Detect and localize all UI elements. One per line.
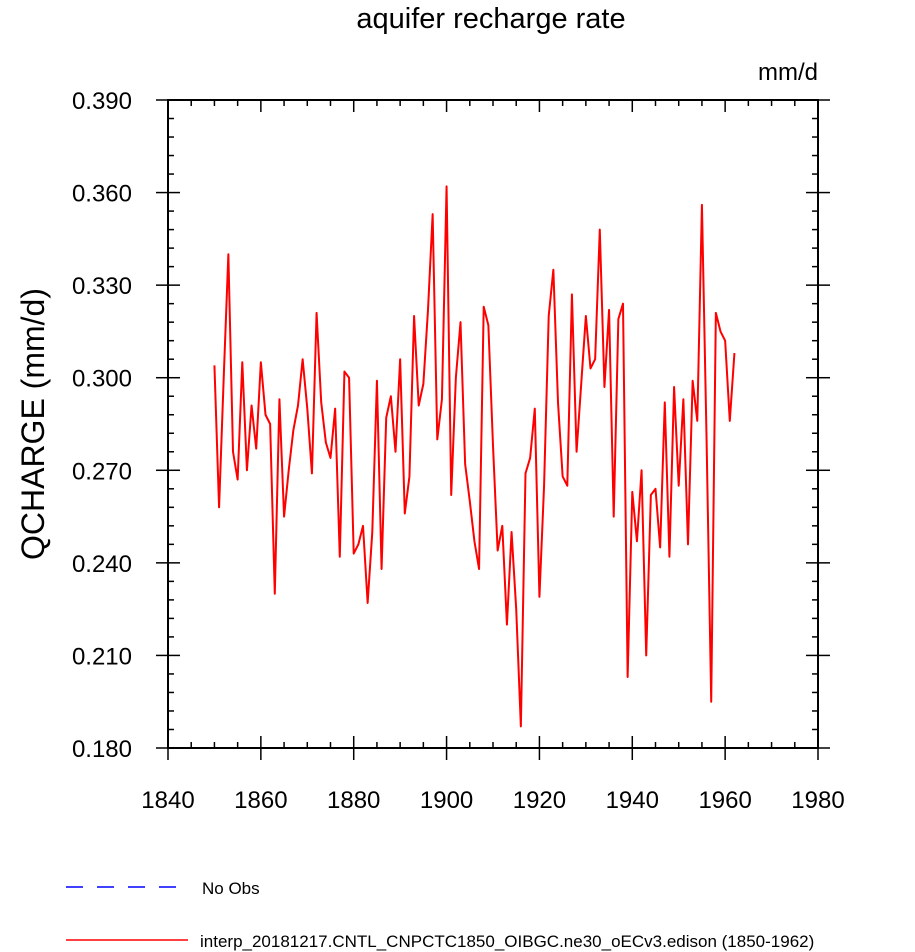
y-tick-label: 0.390 bbox=[72, 88, 132, 115]
x-tick-label: 1860 bbox=[234, 787, 287, 814]
series-line-qcharge bbox=[213, 185, 736, 728]
x-tick-label: 1940 bbox=[606, 787, 659, 814]
x-tick-label: 1900 bbox=[420, 787, 473, 814]
chart-title: aquifer recharge rate bbox=[356, 3, 625, 35]
legend-label-no-obs: No Obs bbox=[202, 879, 260, 898]
y-axis: 0.180 0.210 0.240 0.270 0.300 0.330 0.360 0.390 bbox=[72, 88, 830, 763]
x-axis: 1840 1860 1880 1900 1920 1940 1960 1980 bbox=[141, 100, 845, 814]
x-tick-label: 1840 bbox=[141, 787, 194, 814]
legend-label-model: interp_20181217.CNTL_CNPCTC1850_OIBGC.ne… bbox=[200, 932, 814, 951]
units-label: mm/d bbox=[758, 59, 818, 86]
x-tick-label: 1880 bbox=[327, 787, 380, 814]
y-tick-label: 0.210 bbox=[72, 643, 132, 670]
y-axis-label: QCHARGE (mm/d) bbox=[15, 288, 51, 560]
x-tick-label: 1920 bbox=[513, 787, 566, 814]
x-tick-label: 1960 bbox=[698, 787, 751, 814]
y-tick-label: 0.300 bbox=[72, 366, 132, 393]
y-tick-label: 0.240 bbox=[72, 551, 132, 578]
y-tick-label: 0.270 bbox=[72, 458, 132, 485]
legend: No Obs interp_20181217.CNTL_CNPCTC1850_O… bbox=[66, 879, 814, 951]
y-tick-label: 0.360 bbox=[72, 181, 132, 208]
y-tick-label: 0.330 bbox=[72, 273, 132, 300]
x-tick-label: 1980 bbox=[791, 787, 844, 814]
y-tick-label: 0.180 bbox=[72, 736, 132, 763]
